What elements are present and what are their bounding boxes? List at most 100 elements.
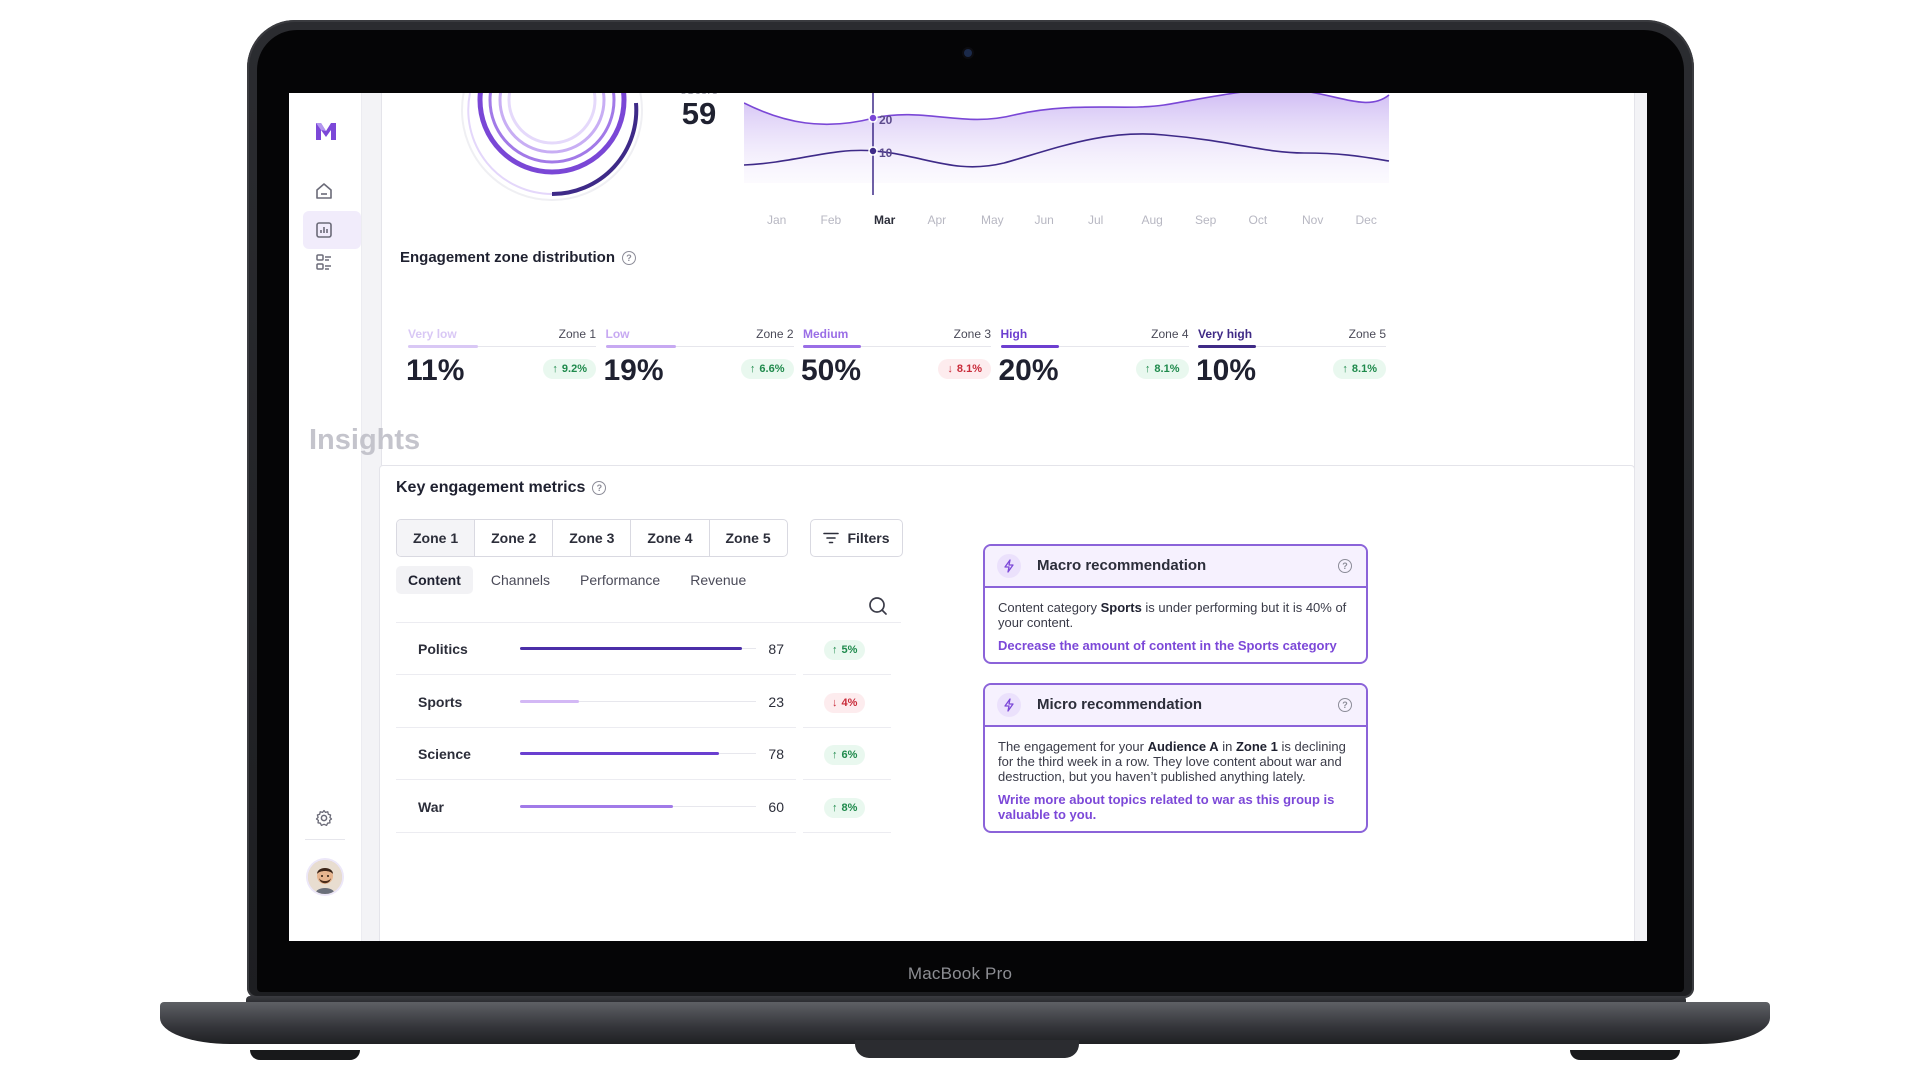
avatar[interactable] [308, 860, 342, 894]
zone-bar-track [605, 346, 794, 347]
help-icon[interactable]: ? [592, 480, 607, 495]
month-label: Sep [1195, 213, 1217, 227]
zone-level-label: Low [605, 327, 630, 341]
audience-icon[interactable] [313, 251, 335, 273]
camera-icon [964, 49, 972, 57]
macro-recommendation-action[interactable]: Decrease the amount of content in the Sp… [998, 638, 1337, 653]
tab-zone-1[interactable]: Zone 1 [397, 520, 476, 556]
micro-recommendation-action[interactable]: Write more about topics related to war a… [998, 792, 1335, 822]
escore-label: eScore [659, 93, 739, 97]
month-label: Oct [1248, 213, 1268, 227]
search-icon[interactable] [868, 596, 888, 616]
help-icon[interactable]: ? [1338, 559, 1352, 573]
zone-stat-4[interactable]: High Zone 4 20% ↑ 8.1% [997, 327, 1207, 397]
zone-number: Zone 4 [1151, 327, 1189, 341]
zone-percentage: 10% [1196, 354, 1257, 387]
bolt-icon [997, 693, 1021, 717]
arrow-up-icon: ↑ [1144, 363, 1151, 375]
help-icon[interactable]: ? [1338, 698, 1352, 712]
month-label: Jan [767, 213, 787, 227]
zone-change-badge: ↓ 8.1% [938, 359, 991, 379]
list-item[interactable]: War 60 ↑ 8% [396, 781, 901, 834]
app-screen: eScore 59 20 10 Jan Feb Mar Apr May Jun Jul Aug… [289, 93, 1647, 941]
month-label: Jul [1088, 213, 1104, 227]
zone-bar [1000, 345, 1059, 348]
change-badge: ↓ 4% [824, 692, 866, 713]
zone-bar [803, 345, 861, 348]
arrow-up-icon: ↑ [552, 363, 558, 375]
month-label: May [981, 213, 1004, 227]
sidebar-active-indicator [303, 211, 361, 249]
sidebar [289, 93, 362, 941]
list-item[interactable]: Politics 87 ↑ 5% [396, 623, 901, 675]
zone-level-label: Very low [408, 327, 457, 341]
row-divider [803, 674, 891, 675]
laptop-foot [1570, 1050, 1680, 1060]
category-label: Sports [418, 693, 463, 710]
month-label: Jun [1034, 213, 1054, 227]
zone-bar-track [803, 346, 991, 347]
tab-performance[interactable]: Performance [580, 572, 661, 588]
zone-stat-1[interactable]: Very low Zone 1 11% ↑ 9.2% [404, 327, 614, 397]
tab-content[interactable]: Content [396, 566, 473, 594]
zone-change-value: 9.2% [561, 363, 587, 375]
arrow-up-icon: ↑ [832, 802, 838, 815]
list-item[interactable]: Sports 23 ↓ 4% [396, 676, 901, 728]
tab-zone-4[interactable]: Zone 4 [631, 520, 710, 556]
micro-recommendation-card: Micro recommendation ? The engagement fo… [983, 683, 1368, 833]
filters-label: Filters [847, 530, 890, 546]
rec-text: Content category [998, 600, 1101, 615]
zone-distribution-title-text: Engagement zone distribution [400, 249, 616, 266]
zone-bar-track [1000, 346, 1189, 347]
device-label: MacBook Pro [907, 964, 1013, 983]
zone-level-label: Very high [1198, 327, 1253, 341]
zone-stat-3[interactable]: Medium Zone 3 50% ↓ 8.1% [799, 327, 1009, 397]
zone-change-value: 8.1% [1154, 363, 1180, 375]
score-value: 23 [768, 693, 784, 710]
macro-recommendation-body: Content category Sports is under perform… [985, 588, 1366, 662]
arrow-up-icon: ↑ [832, 644, 838, 656]
logo-icon[interactable] [315, 121, 337, 141]
home-icon[interactable] [313, 180, 335, 202]
insights-heading: Insights [309, 424, 421, 456]
score-value: 60 [768, 799, 784, 816]
tab-revenue[interactable]: Revenue [690, 572, 747, 588]
change-badge: ↑ 5% [824, 640, 866, 660]
rec-text: is declining for the third week in a row… [998, 739, 1346, 784]
engagement-trend-chart [744, 93, 1390, 195]
score-bar [520, 699, 579, 703]
macro-recommendation-header: Macro recommendation ? [985, 546, 1366, 588]
laptop-notch [855, 1040, 1079, 1058]
change-badge: ↑ 6% [824, 745, 866, 766]
score-bar [520, 647, 742, 650]
list-item[interactable]: Science 78 ↑ 6% [396, 728, 901, 781]
tab-zone-3[interactable]: Zone 3 [553, 520, 632, 556]
zone-bar [1198, 345, 1256, 348]
micro-recommendation-body: The engagement for your Audience A in Zo… [985, 727, 1366, 831]
arrow-up-icon: ↑ [1342, 363, 1348, 375]
help-icon[interactable]: ? [622, 251, 637, 266]
zone-stat-5[interactable]: Very high Zone 5 10% ↑ 8.1% [1194, 327, 1404, 397]
tab-zone-5[interactable]: Zone 5 [725, 530, 771, 546]
key-metrics-title-text: Key engagement metrics [396, 479, 586, 496]
engagement-overview-card: eScore 59 20 10 Jan Feb Mar Apr May Jun Jul Aug… [381, 93, 1635, 503]
zone-change-badge: ↑ 6.6% [740, 359, 794, 379]
laptop-base [160, 1002, 1770, 1044]
arrow-down-icon: ↓ [832, 696, 838, 709]
month-label: Dec [1355, 213, 1377, 227]
zone-stat-2[interactable]: Low Zone 2 19% ↑ 6.6% [602, 327, 812, 397]
score-value: 78 [768, 746, 784, 763]
micro-recommendation-title: Micro recommendation [1037, 696, 1203, 713]
settings-icon[interactable] [313, 807, 335, 829]
zone-distribution-title: Engagement zone distribution? [400, 249, 637, 266]
zone-level-label: Medium [803, 327, 849, 341]
tab-zone-2[interactable]: Zone 2 [475, 520, 554, 556]
analytics-icon[interactable] [313, 219, 335, 241]
filters-button[interactable]: Filters [810, 519, 903, 557]
row-divider [396, 832, 796, 834]
category-label: Science [418, 746, 471, 763]
change-value: 8% [841, 802, 858, 815]
zone-bar [408, 345, 478, 348]
sidebar-divider [305, 839, 345, 840]
tab-channels[interactable]: Channels [490, 572, 551, 588]
